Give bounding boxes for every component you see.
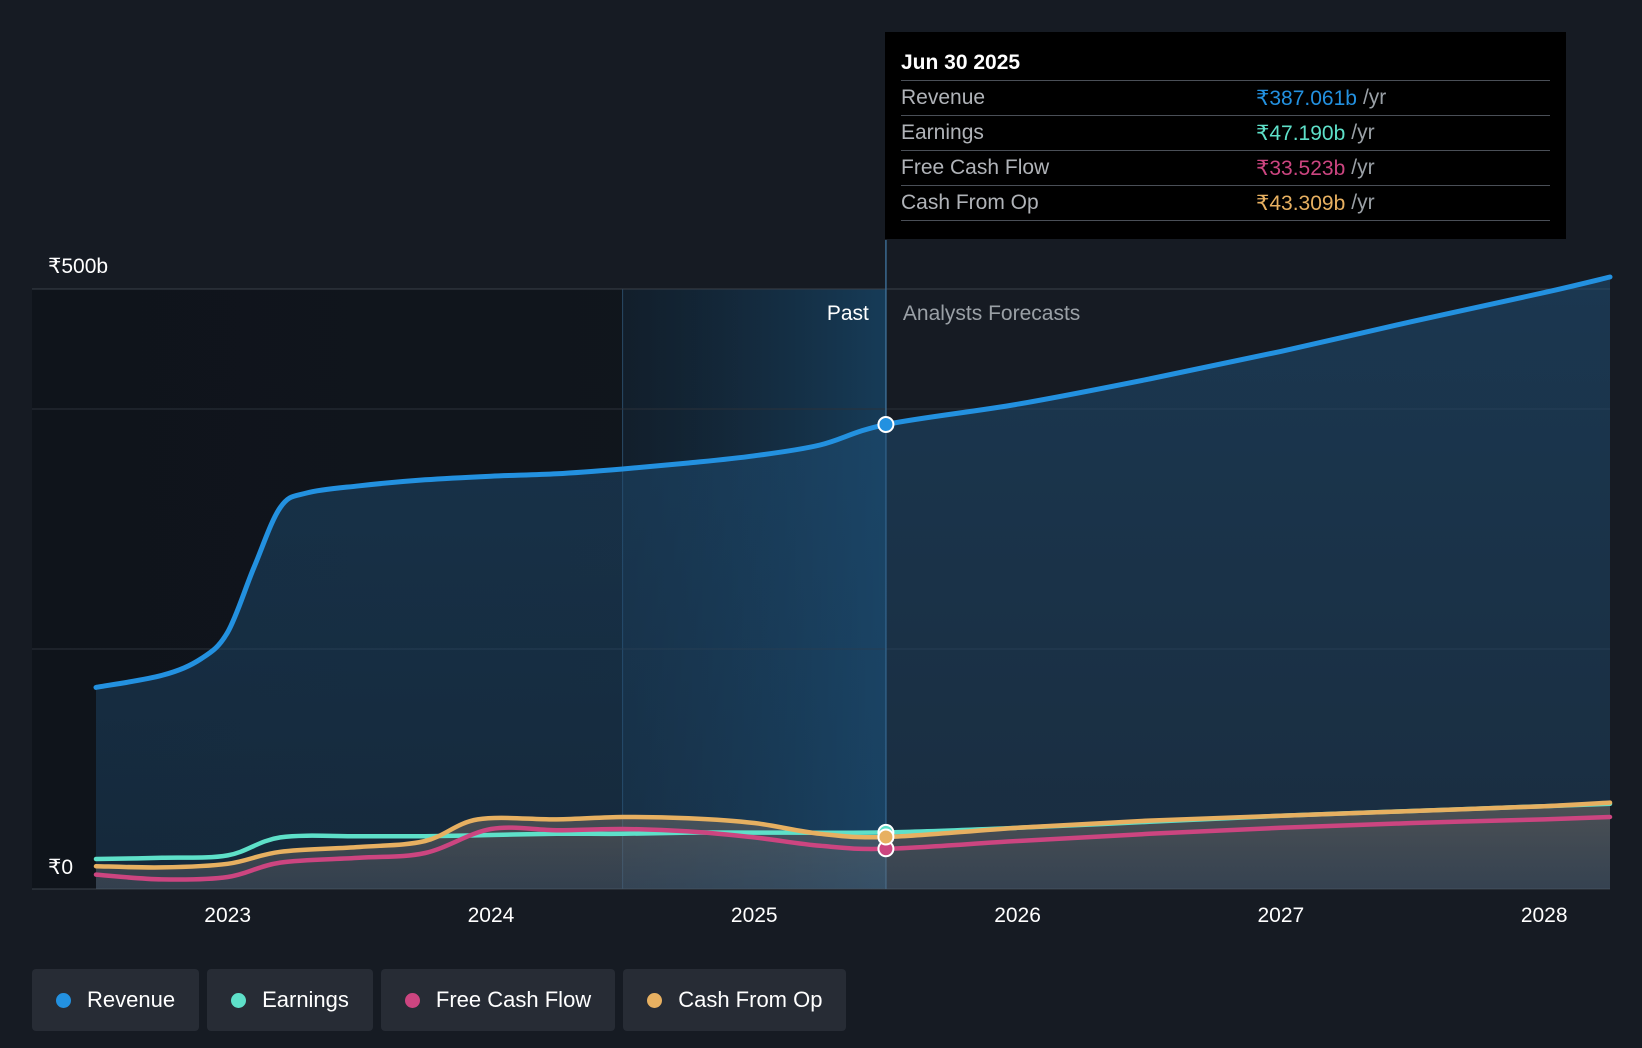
legend-dot-icon <box>56 992 71 1008</box>
cash-from-op-line <box>93 800 1613 870</box>
free-cash-flow-line <box>93 814 1613 882</box>
x-tick-label: 2027 <box>1258 904 1305 927</box>
x-tick-label: 2024 <box>468 904 515 927</box>
legend-item-free-cash-flow[interactable]: Free Cash Flow <box>380 969 616 1031</box>
legend: Revenue Earnings Free Cash Flow Cash From O… <box>32 969 847 1031</box>
legend-label: Cash From Op <box>678 987 823 1012</box>
legend-label: Free Cash Flow <box>435 987 592 1012</box>
y-axis-bottom-label: ₹0 <box>48 856 73 879</box>
tooltip-row: Revenue ₹387.061b/yr <box>901 80 1550 115</box>
tooltip-row-unit: /yr <box>1351 156 1375 179</box>
x-tick-label: 2025 <box>731 904 778 927</box>
revenue-area <box>96 277 1610 889</box>
lower-series-area <box>96 802 1610 889</box>
legend-item-revenue[interactable]: Revenue <box>32 969 200 1031</box>
legend-item-earnings[interactable]: Earnings <box>207 969 373 1031</box>
legend-item-cash-from-op[interactable]: Cash From Op <box>623 969 847 1031</box>
tooltip-row-label: Cash From Op <box>901 191 1039 214</box>
past-label: Past <box>827 302 869 325</box>
legend-dot-icon <box>231 992 247 1008</box>
tooltip-row-value: ₹43.309b <box>1256 191 1346 215</box>
tooltip-row-label: Earnings <box>901 121 984 144</box>
revenue-line <box>93 274 1613 690</box>
tooltip-row: Earnings ₹47.190b/yr <box>901 115 1550 150</box>
tooltip-row-label: Revenue <box>901 86 986 109</box>
tooltip-row: Free Cash Flow ₹33.523b/yr <box>901 150 1550 185</box>
x-tick-label: 2023 <box>204 904 251 927</box>
legend-dot-icon <box>647 992 663 1008</box>
tooltip-row-unit: /yr <box>1362 86 1387 109</box>
y-axis-top-label: ₹500b <box>48 255 108 278</box>
tooltip-row-label: Free Cash Flow <box>901 156 1050 179</box>
tooltip: Jun 30 2025 Revenue ₹387.061b/yr Earnings ₹… <box>885 32 1566 239</box>
tooltip-row-unit: /yr <box>1351 191 1375 214</box>
legend-label: Revenue <box>87 987 176 1012</box>
x-tick-label: 2028 <box>1521 904 1568 927</box>
forecast-label: Analysts Forecasts <box>903 302 1080 325</box>
tooltip-row-unit: /yr <box>1351 121 1375 144</box>
tooltip-date: Jun 30 2025 <box>901 51 1021 74</box>
tooltip-row-value: ₹33.523b <box>1256 156 1346 180</box>
x-tick-label: 2026 <box>994 904 1041 927</box>
tooltip-row-value: ₹387.061b <box>1256 86 1357 110</box>
legend-dot-icon <box>404 992 420 1008</box>
tooltip-row-value: ₹47.190b <box>1256 121 1346 145</box>
revenue-marker <box>877 416 895 434</box>
cash-from-op-marker <box>877 828 895 846</box>
tooltip-row: Cash From Op ₹43.309b/yr <box>901 185 1550 221</box>
legend-label: Earnings <box>262 987 349 1012</box>
